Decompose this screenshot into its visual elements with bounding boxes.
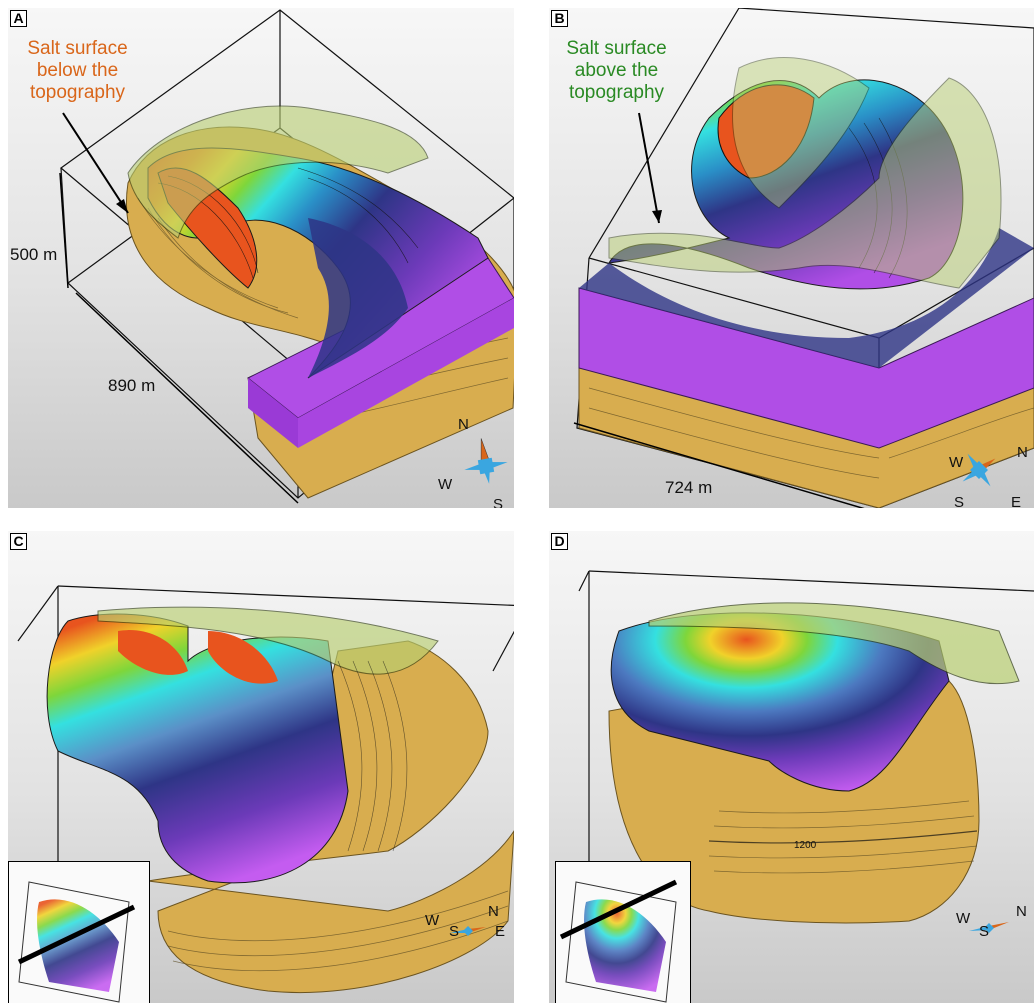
panel-c: C W N S E <box>8 531 514 1003</box>
shallow-crest-right <box>208 631 278 684</box>
salt-surface-cap <box>127 105 429 239</box>
panel-a-width-label: 890 m <box>108 376 156 395</box>
compass-n: N <box>488 903 499 920</box>
panel-d: D 1200 W N S <box>549 531 1034 1003</box>
compass-rose <box>962 453 996 487</box>
topography-contours <box>708 800 978 874</box>
compass-w: W <box>956 910 971 927</box>
shallow-crest-left <box>118 630 188 675</box>
panel-b-annotation-line-3: topography <box>568 82 665 103</box>
compass-w: W <box>438 476 453 493</box>
panel-b-3d-view <box>573 8 1034 508</box>
compass-rose <box>450 926 486 936</box>
panel-d-location-inset <box>555 861 691 1003</box>
compass-n: N <box>1016 903 1027 920</box>
annotation-arrow <box>638 112 660 224</box>
inset-map <box>17 881 136 1003</box>
panel-a-annotation-line-1: Salt surface <box>27 38 128 59</box>
annotation-arrowhead <box>116 199 128 213</box>
purple-layer-side <box>248 378 298 448</box>
compass-e: E <box>1011 494 1022 508</box>
panel-a: A Salt surface below the topography 500 … <box>8 8 514 508</box>
topography-contours <box>167 890 509 972</box>
dimension-lines <box>59 172 299 504</box>
panel-b-label: B <box>551 10 568 27</box>
panel-d-label: D <box>551 533 568 550</box>
compass-rose <box>464 438 508 484</box>
panel-d-contour-label: 1200 <box>794 840 817 851</box>
panel-a-3d-view <box>59 9 514 504</box>
deep-basin <box>579 228 1034 368</box>
panel-b-width-label: 724 m <box>665 478 713 497</box>
compass-s: S <box>979 923 990 940</box>
compass-s: S <box>954 494 965 508</box>
inset-map <box>559 879 678 1003</box>
section-line <box>559 879 678 940</box>
salt-surface-cap <box>648 602 1020 685</box>
salt-surface-cap <box>608 77 1002 289</box>
panel-b-annotation-line-1: Salt surface <box>566 38 667 59</box>
panel-c-label: C <box>10 533 27 550</box>
panel-d-3d-view <box>578 570 1034 951</box>
compass-s: S <box>493 496 504 508</box>
panel-a-label: A <box>10 10 27 27</box>
salt-surface-peak <box>732 57 870 209</box>
compass-s: S <box>449 923 460 940</box>
panel-b: B Salt surface above the topography 724 … <box>549 8 1034 508</box>
dimension-line <box>573 422 865 508</box>
annotation-arrow <box>62 112 129 214</box>
topography-contours <box>588 387 1034 479</box>
panel-c-3d-view <box>17 585 514 994</box>
compass-n: N <box>1017 444 1028 461</box>
salt-surface-cap <box>97 606 439 675</box>
compass-w: W <box>425 912 440 929</box>
panel-a-height-label: 500 m <box>10 245 58 264</box>
panel-a-annotation-line-3: topography <box>29 82 126 103</box>
compass-w: W <box>949 454 964 471</box>
panel-b-annotation: Salt surface above the topography <box>549 38 684 104</box>
panel-b-annotation-line-2: above the <box>574 60 659 81</box>
compass-e: E <box>495 923 506 940</box>
annotation-arrowhead <box>652 210 662 223</box>
salt-contours <box>337 660 408 852</box>
section-line <box>17 904 136 965</box>
shallow-crest <box>717 84 815 179</box>
compass-rose-lower <box>969 922 1009 933</box>
compass-n: N <box>458 416 469 433</box>
panel-a-annotation-line-2: below the <box>36 60 119 81</box>
panel-c-location-inset <box>8 861 150 1003</box>
deep-basin <box>308 218 408 378</box>
salt-depth-surface <box>46 613 349 884</box>
purple-layer-front <box>298 298 514 448</box>
panel-a-annotation: Salt surface below the topography <box>10 38 145 104</box>
